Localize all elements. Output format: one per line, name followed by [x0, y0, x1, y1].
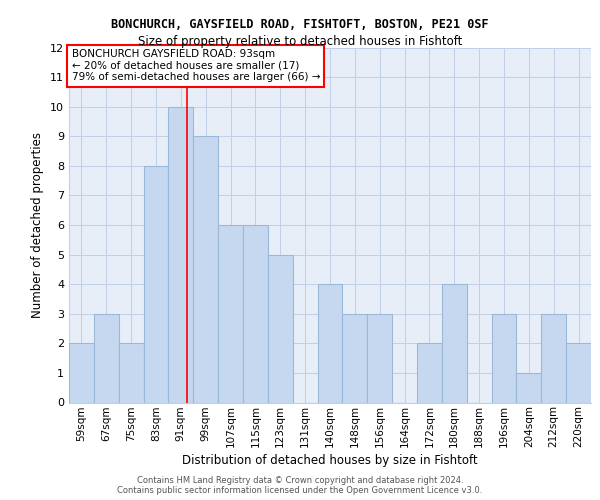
Text: Size of property relative to detached houses in Fishtoft: Size of property relative to detached ho…	[138, 35, 462, 48]
Bar	[566, 344, 591, 402]
Bar	[517, 373, 541, 402]
Bar	[541, 314, 566, 402]
Text: Contains public sector information licensed under the Open Government Licence v3: Contains public sector information licen…	[118, 486, 482, 495]
Y-axis label: Number of detached properties: Number of detached properties	[31, 132, 44, 318]
Text: BONCHURCH GAYSFIELD ROAD: 93sqm
← 20% of detached houses are smaller (17)
79% of: BONCHURCH GAYSFIELD ROAD: 93sqm ← 20% of…	[71, 50, 320, 82]
Bar	[94, 314, 119, 402]
Bar	[268, 254, 293, 402]
Bar	[119, 344, 143, 402]
Bar	[243, 225, 268, 402]
Bar	[169, 106, 193, 403]
Bar	[367, 314, 392, 402]
Bar	[442, 284, 467, 403]
Bar	[143, 166, 169, 402]
Text: BONCHURCH, GAYSFIELD ROAD, FISHTOFT, BOSTON, PE21 0SF: BONCHURCH, GAYSFIELD ROAD, FISHTOFT, BOS…	[111, 18, 489, 30]
Bar	[491, 314, 517, 402]
Bar	[317, 284, 343, 403]
Bar	[193, 136, 218, 402]
Bar	[417, 344, 442, 402]
Text: Contains HM Land Registry data © Crown copyright and database right 2024.: Contains HM Land Registry data © Crown c…	[137, 476, 463, 485]
X-axis label: Distribution of detached houses by size in Fishtoft: Distribution of detached houses by size …	[182, 454, 478, 468]
Bar	[69, 344, 94, 402]
Bar	[218, 225, 243, 402]
Bar	[343, 314, 367, 402]
